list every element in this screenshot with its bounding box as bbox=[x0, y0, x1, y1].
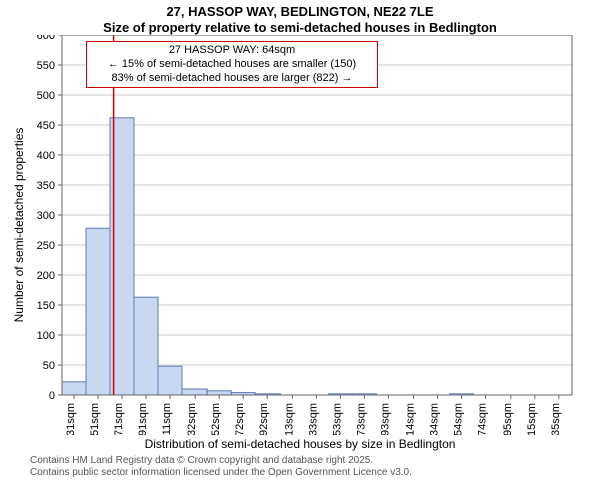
svg-text:435sqm: 435sqm bbox=[550, 403, 562, 435]
svg-text:50: 50 bbox=[43, 360, 55, 372]
svg-text:233sqm: 233sqm bbox=[307, 403, 319, 435]
page-title: 27, HASSOP WAY, BEDLINGTON, NE22 7LE bbox=[0, 0, 600, 20]
page-subtitle: Size of property relative to semi-detach… bbox=[0, 20, 600, 36]
svg-text:172sqm: 172sqm bbox=[234, 403, 246, 435]
svg-text:350: 350 bbox=[37, 180, 55, 192]
footer-line1: Contains HM Land Registry data © Crown c… bbox=[30, 455, 600, 467]
svg-text:314sqm: 314sqm bbox=[405, 403, 417, 435]
x-axis-label: Distribution of semi-detached houses by … bbox=[0, 435, 600, 451]
svg-text:395sqm: 395sqm bbox=[502, 403, 514, 435]
annotation-box: 27 HASSOP WAY: 64sqm ← 15% of semi-detac… bbox=[86, 41, 378, 88]
svg-text:200: 200 bbox=[37, 270, 55, 282]
svg-text:31sqm: 31sqm bbox=[65, 403, 77, 435]
annotation-line1: 27 HASSOP WAY: 64sqm bbox=[93, 44, 371, 58]
svg-text:500: 500 bbox=[37, 90, 55, 102]
svg-text:0: 0 bbox=[49, 390, 55, 402]
histogram-chart: 0 50 100 150 200 250 300 350 400 450 500 550 600 31sq… bbox=[0, 35, 600, 435]
svg-text:132sqm: 132sqm bbox=[186, 403, 198, 435]
svg-text:415sqm: 415sqm bbox=[526, 403, 538, 435]
footer: Contains HM Land Registry data © Crown c… bbox=[0, 451, 600, 479]
svg-text:192sqm: 192sqm bbox=[258, 403, 270, 435]
svg-text:354sqm: 354sqm bbox=[453, 403, 465, 435]
svg-text:100: 100 bbox=[37, 330, 55, 342]
svg-text:150: 150 bbox=[37, 300, 55, 312]
y-axis-label: Number of semi-detached properties bbox=[12, 95, 26, 355]
svg-text:450: 450 bbox=[37, 120, 55, 132]
svg-text:293sqm: 293sqm bbox=[379, 403, 391, 435]
svg-text:71sqm: 71sqm bbox=[113, 403, 125, 435]
svg-text:51sqm: 51sqm bbox=[89, 403, 101, 435]
svg-text:300: 300 bbox=[37, 210, 55, 222]
svg-text:273sqm: 273sqm bbox=[355, 403, 367, 435]
svg-text:250: 250 bbox=[37, 240, 55, 252]
footer-line2: Contains public sector information licen… bbox=[30, 467, 600, 479]
svg-text:213sqm: 213sqm bbox=[283, 403, 295, 435]
svg-text:550: 550 bbox=[37, 60, 55, 72]
svg-text:600: 600 bbox=[37, 35, 55, 42]
annotation-line3: 83% of semi-detached houses are larger (… bbox=[93, 72, 371, 86]
svg-text:152sqm: 152sqm bbox=[210, 403, 222, 435]
svg-text:400: 400 bbox=[37, 150, 55, 162]
svg-text:334sqm: 334sqm bbox=[429, 403, 441, 435]
chart-container: Number of semi-detached properties 0 50 10… bbox=[0, 35, 600, 435]
svg-text:111sqm: 111sqm bbox=[161, 403, 173, 435]
svg-text:374sqm: 374sqm bbox=[477, 403, 489, 435]
svg-text:91sqm: 91sqm bbox=[137, 403, 149, 435]
svg-text:253sqm: 253sqm bbox=[331, 403, 343, 435]
annotation-line2: ← 15% of semi-detached houses are smalle… bbox=[93, 58, 371, 72]
